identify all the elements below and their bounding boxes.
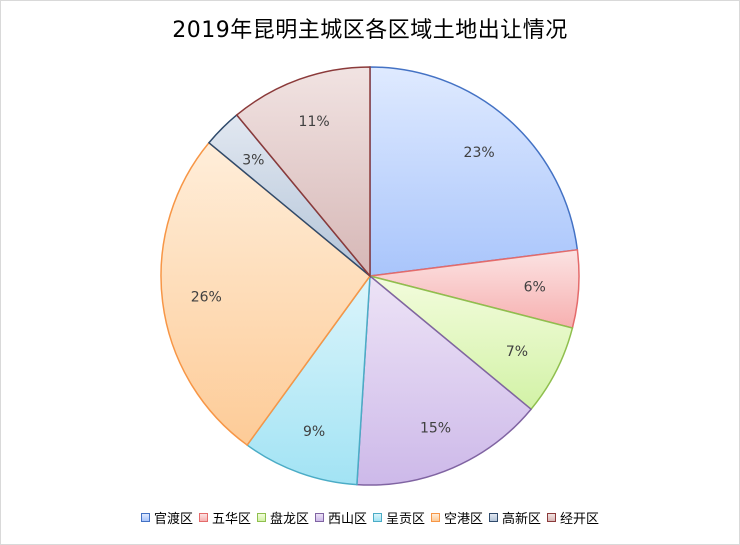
slice-label-5: 9% xyxy=(303,424,325,440)
pie-slice-1 xyxy=(369,66,579,277)
legend-item-6: 空港区 xyxy=(431,508,483,527)
slice-label-4: 15% xyxy=(420,420,451,436)
legend-swatch xyxy=(140,513,150,522)
pie-slice-4 xyxy=(356,274,533,486)
legend-label: 官渡区 xyxy=(153,512,193,527)
pie-slice-8 xyxy=(235,66,371,279)
legend-item-2: 五华区 xyxy=(198,508,251,527)
legend-swatch xyxy=(373,513,382,522)
legend: 官渡区 五华区 盘龙区 西山区 呈贡区 空港区 高新区 经开区 xyxy=(0,508,740,527)
legend-item-4: 西山区 xyxy=(314,508,367,527)
pie-slice-6 xyxy=(160,141,372,447)
slice-label-8: 11% xyxy=(299,114,330,130)
slice-label-1: 23% xyxy=(464,145,495,161)
legend-swatch xyxy=(547,513,557,522)
pie-slice-5 xyxy=(246,273,371,486)
legend-swatch xyxy=(198,513,208,522)
legend-swatch xyxy=(489,513,499,522)
legend-swatch xyxy=(314,513,324,522)
legend-label: 空港区 xyxy=(444,512,484,527)
legend-label: 盘龙区 xyxy=(269,512,309,527)
legend-label: 西山区 xyxy=(327,512,367,527)
slice-label-2: 6% xyxy=(524,279,546,295)
legend-label: 呈贡区 xyxy=(386,512,426,527)
legend-swatch xyxy=(256,513,266,522)
legend-item-3: 盘龙区 xyxy=(256,508,309,527)
legend-label: 五华区 xyxy=(211,512,251,527)
slice-label-3: 7% xyxy=(506,344,528,360)
legend-label: 经开区 xyxy=(560,512,600,527)
legend-label: 高新区 xyxy=(502,512,542,527)
slice-label-6: 26% xyxy=(191,290,222,306)
legend-item-7: 高新区 xyxy=(489,508,541,527)
legend-swatch xyxy=(431,513,441,522)
legend-item-5: 呈贡区 xyxy=(373,508,425,527)
slice-label-7: 3% xyxy=(242,152,264,168)
legend-item-1: 官渡区 xyxy=(140,508,193,527)
legend-item-8: 经开区 xyxy=(547,508,599,527)
chart-title: 2019年昆明主城区各区域土地出让情况 xyxy=(172,18,568,43)
